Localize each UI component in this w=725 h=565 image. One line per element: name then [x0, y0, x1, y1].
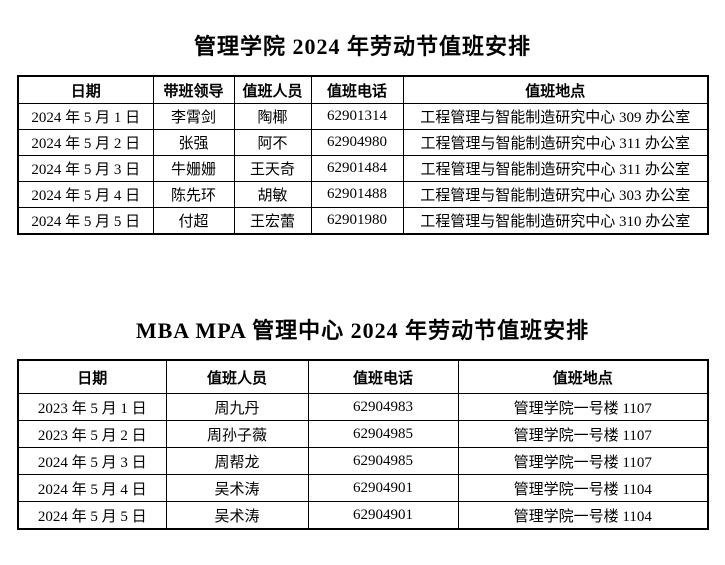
table-cell: 2024 年 5 月 4 日: [17, 181, 154, 208]
column-header: 值班地点: [402, 75, 709, 104]
table-cell: 周孙子薇: [165, 420, 309, 448]
table-cell: 工程管理与智能制造研究中心 310 办公室: [402, 207, 709, 235]
table-cell: 张强: [152, 129, 235, 156]
table-row: 2024 年 5 月 4 日陈先环 胡敏 62901488 工程管理与智能制造研究中心…: [17, 181, 709, 208]
table-cell: 李霄剑: [152, 103, 235, 130]
table-cell: 管理学院一号楼 1107: [457, 447, 709, 475]
table-cell: 王天奇: [233, 155, 312, 182]
table-cell: 管理学院一号楼 1104: [457, 474, 709, 502]
table-row: 2024 年 5 月 5 日付超 王宏蕾 62901980 工程管理与智能制造研究中心…: [17, 207, 709, 235]
column-header: 值班电话: [310, 75, 404, 104]
duty-schedule-table-mba-mpa-center: 日期 值班人员 值班电话 值班地点 2023 年 5 月 1 日周九丹 62904983…: [17, 359, 709, 530]
table-row: 2024 年 5 月 3 日周帮龙 62904985 管理学院一号楼 1107: [17, 447, 709, 475]
table-cell: 阿不: [233, 129, 312, 156]
table-row: 2023 年 5 月 1 日周九丹 62904983 管理学院一号楼 1107: [17, 393, 709, 421]
column-header: 带班领导: [152, 75, 235, 104]
table-cell: 62904901: [307, 474, 459, 502]
table-cell: 2024 年 5 月 1 日: [17, 103, 154, 130]
duty-schedule-table-management-school: 日期 带班领导 值班人员 值班电话 值班地点 2024 年 5 月 1 日李霄剑 陶椰 62…: [17, 75, 709, 235]
table-cell: 62901484: [310, 155, 404, 182]
table-cell: 管理学院一号楼 1104: [457, 501, 709, 530]
table-cell: 王宏蕾: [233, 207, 312, 235]
table-row: 2024 年 5 月 1 日李霄剑 陶椰 62901314 工程管理与智能制造研究中心…: [17, 103, 709, 130]
table-cell: 工程管理与智能制造研究中心 311 办公室: [402, 155, 709, 182]
table-cell: 吴术涛: [165, 474, 309, 502]
column-header: 值班人员: [233, 75, 312, 104]
table-cell: 62904983: [307, 393, 459, 421]
table-cell: 胡敏: [233, 181, 312, 208]
table-cell: 陶椰: [233, 103, 312, 130]
table-cell: 62904901: [307, 501, 459, 530]
header-row: 日期 带班领导 值班人员 值班电话 值班地点: [17, 75, 709, 104]
table-cell: 2023 年 5 月 1 日: [17, 393, 167, 421]
table-cell: 62904985: [307, 447, 459, 475]
schedule-title-mba-mpa-center: MBA MPA 管理中心 2024 年劳动节值班安排: [135, 318, 590, 343]
table-cell: 管理学院一号楼 1107: [457, 393, 709, 421]
table-row: 2024 年 5 月 5 日吴术涛 62904901 管理学院一号楼 1104: [17, 501, 709, 530]
table-cell: 吴术涛: [165, 501, 309, 530]
header-row: 日期 值班人员 值班电话 值班地点: [17, 359, 709, 394]
column-header: 值班电话: [307, 359, 459, 394]
table-body: 2024 年 5 月 1 日李霄剑 陶椰 62901314 工程管理与智能制造研究中心…: [17, 103, 709, 235]
table-cell: 2024 年 5 月 5 日: [17, 501, 167, 530]
table-header: 日期 带班领导 值班人员 值班电话 值班地点: [17, 75, 709, 104]
table-body: 2023 年 5 月 1 日周九丹 62904983 管理学院一号楼 1107 202…: [17, 393, 709, 530]
table-cell: 62901314: [310, 103, 404, 130]
table-cell: 2024 年 5 月 3 日: [17, 447, 167, 475]
table-cell: 2023 年 5 月 2 日: [17, 420, 167, 448]
column-header: 值班人员: [165, 359, 309, 394]
table-cell: 工程管理与智能制造研究中心 303 办公室: [402, 181, 709, 208]
table-row: 2023 年 5 月 2 日周孙子薇 62904985 管理学院一号楼 1107: [17, 420, 709, 448]
table-cell: 62904980: [310, 129, 404, 156]
table-cell: 2024 年 5 月 4 日: [17, 474, 167, 502]
table-header: 日期 值班人员 值班电话 值班地点: [17, 359, 709, 394]
column-header: 日期: [17, 75, 154, 104]
table-row: 2024 年 5 月 3 日牛姗姗 王天奇 62901484 工程管理与智能制造研究中…: [17, 155, 709, 182]
table-cell: 陈先环: [152, 181, 235, 208]
table-cell: 62901980: [310, 207, 404, 235]
table-cell: 2024 年 5 月 5 日: [17, 207, 154, 235]
table-cell: 牛姗姗: [152, 155, 235, 182]
table-cell: 管理学院一号楼 1107: [457, 420, 709, 448]
column-header: 日期: [17, 359, 167, 394]
table-cell: 62901488: [310, 181, 404, 208]
schedule-title-management-school: 管理学院 2024 年劳动节值班安排: [193, 34, 531, 59]
table-cell: 周帮龙: [165, 447, 309, 475]
table-cell: 工程管理与智能制造研究中心 311 办公室: [402, 129, 709, 156]
column-header: 值班地点: [457, 359, 709, 394]
table-cell: 周九丹: [165, 393, 309, 421]
table-cell: 工程管理与智能制造研究中心 309 办公室: [402, 103, 709, 130]
table-cell: 62904985: [307, 420, 459, 448]
table-row: 2024 年 5 月 4 日吴术涛 62904901 管理学院一号楼 1104: [17, 474, 709, 502]
table-row: 2024 年 5 月 2 日张强 阿不 62904980 工程管理与智能制造研究中心 …: [17, 129, 709, 156]
table-cell: 2024 年 5 月 3 日: [17, 155, 154, 182]
table-cell: 付超: [152, 207, 235, 235]
table-cell: 2024 年 5 月 2 日: [17, 129, 154, 156]
